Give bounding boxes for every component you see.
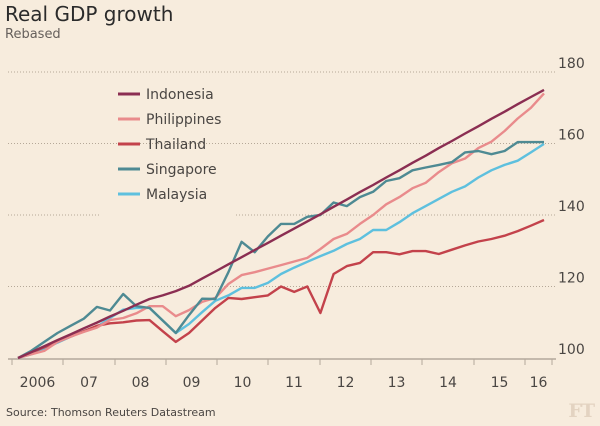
x-tick-label: 10 [234,375,252,391]
x-tick-label: 2006 [20,375,56,391]
x-tick-label: 15 [491,375,509,391]
series-line-indonesia [17,88,545,360]
series-line-malaysia [17,142,545,360]
x-tick-label: 11 [285,375,303,391]
x-tick-label: 09 [183,375,201,391]
source-note: Source: Thomson Reuters Datastream [6,406,216,419]
y-tick-label: 160 [558,128,585,144]
legend-label: Singapore [146,162,217,178]
legend-label: Malaysia [146,187,207,203]
x-tick-label: 13 [388,375,406,391]
series-line-thailand [17,218,545,360]
legend-label: Thailand [145,137,206,153]
x-tick-label: 12 [337,375,355,391]
series-line-philippines [17,92,545,360]
series-line-singapore [17,140,544,360]
y-tick-label: 140 [558,199,585,215]
x-tick-label: 16 [530,375,548,391]
legend-label: Philippines [146,112,221,128]
y-tick-label: 180 [558,56,585,72]
y-tick-label: 100 [558,342,585,358]
x-tick-label: 14 [439,375,457,391]
chart-subtitle: Rebased [5,27,61,42]
chart-title: Real GDP growth [5,2,174,26]
x-tick-label: 08 [132,375,150,391]
x-tick-label: 07 [80,375,98,391]
legend-label: Indonesia [146,87,214,103]
ft-logo: FT [568,400,595,422]
y-tick-label: 120 [558,271,585,287]
